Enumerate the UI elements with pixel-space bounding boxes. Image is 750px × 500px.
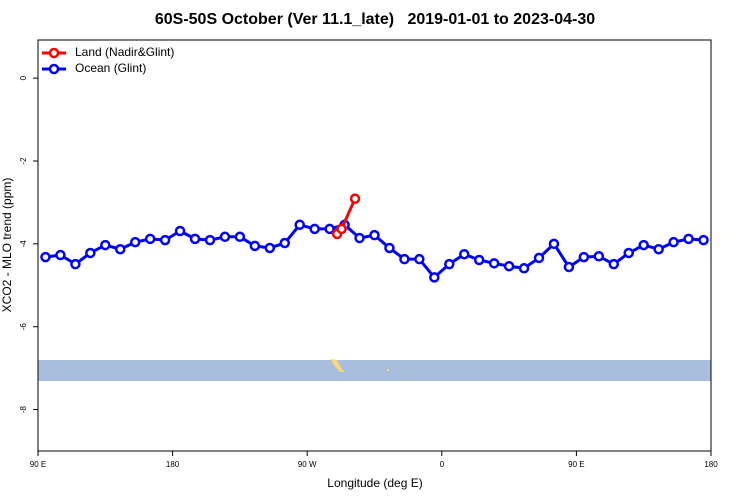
data-point xyxy=(40,251,51,263)
data-point xyxy=(533,252,545,264)
y-tick-label: -6 xyxy=(19,323,28,331)
data-point xyxy=(115,243,126,255)
data-point xyxy=(683,233,694,245)
data-point xyxy=(174,225,186,237)
data-point xyxy=(129,236,141,248)
data-point xyxy=(349,193,361,204)
data-point xyxy=(384,242,395,254)
data-point xyxy=(668,236,679,248)
x-tick-label: 180 xyxy=(166,460,180,469)
data-point xyxy=(264,242,276,254)
data-point xyxy=(249,240,261,252)
data-point xyxy=(608,258,620,270)
data-point xyxy=(578,251,590,263)
data-point xyxy=(70,258,81,270)
y-axis-title: XCO2 - MLO trend (ppm) xyxy=(0,178,14,313)
data-point xyxy=(279,237,291,249)
data-point xyxy=(518,263,530,274)
data-point xyxy=(369,229,380,241)
legend-marker xyxy=(48,47,60,59)
legend-label: Land (Nadir&Glint) xyxy=(75,45,174,59)
x-axis-title: Longitude (deg E) xyxy=(327,476,422,490)
data-point xyxy=(444,258,455,270)
data-point xyxy=(563,261,575,273)
data-point xyxy=(698,234,709,246)
data-point xyxy=(488,258,500,269)
chart-title: 60S-50S October (Ver 11.1_late) 2019-01-… xyxy=(155,11,595,28)
data-point xyxy=(55,249,66,261)
y-tick-label: 0 xyxy=(19,75,28,80)
land-shape xyxy=(387,369,389,371)
x-tick-label: 90 E xyxy=(30,460,46,469)
data-point xyxy=(219,231,231,243)
data-point xyxy=(324,223,335,235)
y-tick-label: -8 xyxy=(19,405,28,413)
data-point xyxy=(399,253,410,265)
y-tick-label: -2 xyxy=(19,157,28,165)
data-point xyxy=(294,219,305,231)
data-point xyxy=(354,232,365,244)
data-point xyxy=(638,239,649,251)
data-point xyxy=(144,233,156,245)
data-point xyxy=(189,233,201,245)
data-point xyxy=(414,253,425,265)
data-point xyxy=(309,223,320,235)
data-point xyxy=(623,247,634,259)
x-tick-label: 90 E xyxy=(568,460,584,469)
x-tick-label: 180 xyxy=(704,460,718,469)
data-point xyxy=(503,260,515,272)
data-point xyxy=(429,272,440,283)
data-point xyxy=(100,239,111,251)
data-point xyxy=(548,238,560,250)
y-tick-label: -4 xyxy=(19,240,28,248)
data-point xyxy=(234,231,246,243)
data-point xyxy=(159,234,171,246)
data-point xyxy=(653,243,664,255)
x-tick-label: 0 xyxy=(440,460,445,469)
map-strip xyxy=(38,360,711,381)
legend-label: Ocean (Glint) xyxy=(75,61,146,75)
data-point xyxy=(204,234,216,246)
data-point xyxy=(473,254,485,266)
x-tick-label: 90 W xyxy=(298,460,317,469)
data-point xyxy=(458,248,470,260)
legend-marker xyxy=(48,63,60,75)
data-point xyxy=(593,251,605,262)
land-shape xyxy=(331,359,345,372)
data-point xyxy=(85,247,96,259)
data-point xyxy=(336,223,347,235)
plot-frame xyxy=(37,39,712,452)
